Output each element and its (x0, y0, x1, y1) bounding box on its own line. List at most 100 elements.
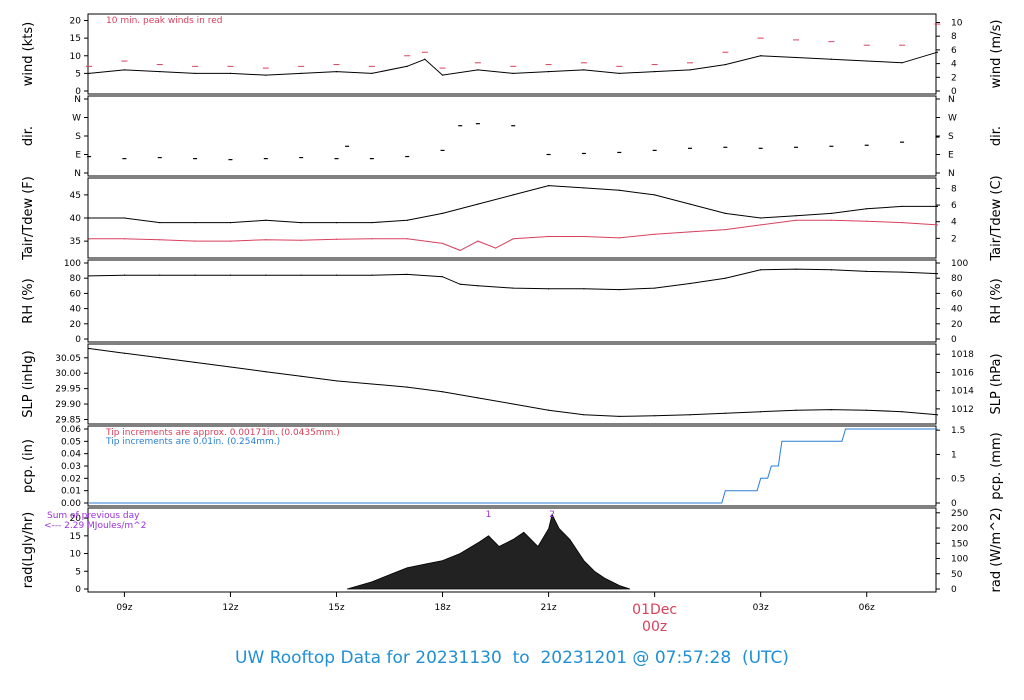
data-point (936, 414, 939, 416)
ylabel-left: Tair/Tdew (F) (21, 176, 36, 261)
radiation-sum-annotation: <--- 2.29 MJoules/m^2 (44, 521, 146, 531)
xtick-label: 09z (116, 603, 132, 613)
panel-frame-6 (87, 507, 937, 593)
data-point (300, 222, 302, 224)
ytick-label-left: 0.00 (61, 499, 81, 509)
ytick-label-right: 1 (951, 450, 957, 460)
ytick-label-left: 0.04 (61, 450, 81, 460)
ytick-label-right: N (948, 169, 955, 179)
ytick-label-left: E (75, 151, 81, 161)
data-point (795, 56, 797, 59)
ytick-label-right: 80 (951, 274, 963, 284)
data-point (654, 287, 656, 289)
data-point (159, 357, 161, 359)
panel-frame-4 (87, 343, 937, 425)
ylabel-left: wind (kts) (21, 22, 36, 86)
data-point (194, 72, 196, 74)
ytick-label-left: 0.02 (61, 474, 81, 484)
data-point (335, 274, 338, 276)
data-point (760, 269, 762, 271)
panel-frame-0 (87, 13, 937, 95)
ytick-label-left: 0.05 (61, 437, 81, 447)
ytick-label-right: 100 (951, 259, 968, 269)
ytick-label-right: 4 (951, 60, 957, 70)
data-point (335, 238, 338, 240)
xtick-label: 06z (859, 603, 875, 613)
series-line-SLP (89, 348, 938, 417)
data-point (724, 412, 726, 414)
ytick-label-right: E (948, 151, 954, 161)
data-point (547, 235, 550, 238)
ytick-label-right: 2 (951, 234, 957, 244)
chart-title: UW Rooftop Data for 20231130 to 20231201… (235, 648, 789, 668)
data-point (547, 185, 550, 187)
data-point (123, 352, 126, 354)
data-point (477, 69, 479, 71)
data-point (477, 285, 479, 287)
ytick-label-left: 0 (75, 335, 81, 345)
data-point (371, 383, 373, 385)
data-point (830, 408, 832, 411)
data-point (724, 277, 726, 279)
day-mark-label: 2 (549, 510, 555, 520)
data-point (406, 386, 408, 388)
data-point (547, 409, 550, 411)
data-point (689, 69, 691, 71)
data-point (441, 242, 444, 245)
xtick-label: 12z (222, 603, 238, 613)
data-point (159, 222, 161, 224)
data-point (300, 274, 302, 276)
panel-frame-3 (87, 259, 937, 343)
ytick-label-left: 100 (64, 259, 81, 269)
ytick-label-right: 8 (951, 32, 957, 42)
data-point (300, 72, 302, 74)
ylabel-left: dir. (21, 126, 36, 146)
ytick-label-left: N (74, 95, 81, 105)
ytick-label-left: 0 (75, 87, 81, 97)
day-mark-label: 1 (486, 510, 492, 520)
data-point (265, 371, 267, 373)
data-point (335, 380, 338, 382)
data-point (618, 72, 620, 74)
data-point (512, 287, 514, 289)
ytick-label-left: N (74, 169, 81, 179)
data-point (583, 187, 585, 189)
data-point (866, 270, 868, 272)
data-point (689, 414, 691, 416)
ytick-label-right: W (948, 114, 957, 124)
data-point (406, 65, 408, 67)
ytick-label-left: 35 (70, 237, 81, 247)
ytick-label-left: 0.03 (61, 462, 81, 472)
wind-annotation: 10 min. peak winds in red (106, 16, 223, 26)
data-point (795, 219, 797, 221)
ytick-label-right: 0 (951, 499, 957, 509)
ytick-label-left: 15 (70, 532, 81, 542)
ytick-label-left: 29.90 (55, 400, 81, 410)
data-point (229, 222, 232, 224)
data-point (654, 71, 656, 73)
ytick-label-right: 2 (951, 73, 957, 83)
ylabel-right: SLP (hPa) (989, 353, 1004, 414)
xtick-label: 03z (753, 603, 769, 613)
data-point (441, 74, 444, 76)
data-point (88, 72, 90, 74)
ytick-label-right: 200 (951, 524, 968, 534)
series-line-RH (89, 268, 938, 291)
data-point (477, 397, 479, 399)
data-point (406, 219, 408, 221)
data-point (123, 217, 126, 219)
data-point (265, 274, 267, 276)
data-point (618, 289, 620, 291)
data-point (547, 288, 550, 290)
ylabel-left: SLP (inHg) (21, 350, 36, 418)
ytick-label-left: 40 (70, 305, 82, 315)
ylabel-left: pcp. (in) (21, 439, 36, 493)
ytick-label-right: 1014 (951, 387, 974, 397)
data-point (265, 74, 267, 76)
ytick-label-right: 1012 (951, 405, 974, 415)
data-point (194, 222, 196, 224)
ytick-label-left: W (72, 114, 81, 124)
data-point (830, 212, 832, 214)
series-line-pcp. (89, 428, 938, 504)
